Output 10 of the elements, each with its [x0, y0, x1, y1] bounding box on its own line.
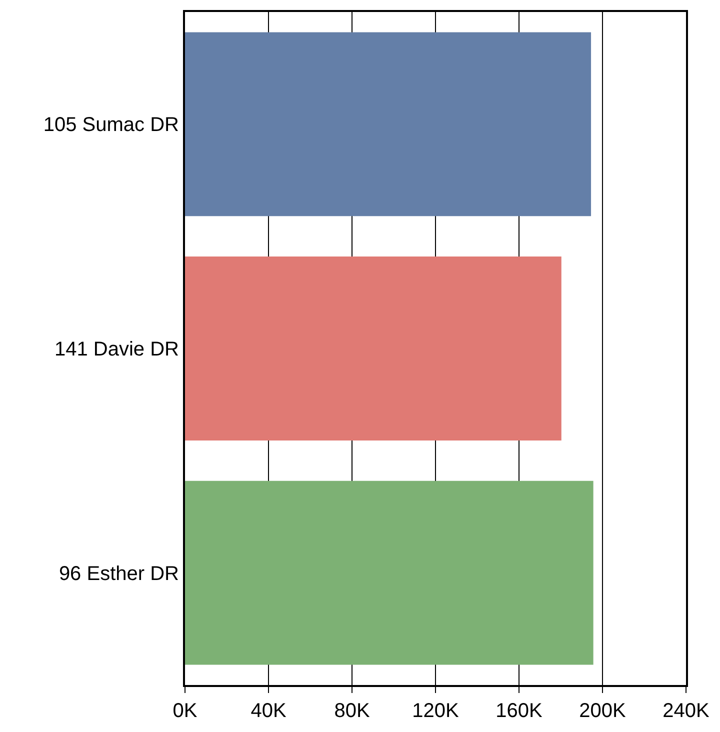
x-tick-label: 120K [412, 700, 460, 722]
x-tick-label: 40K [250, 700, 287, 722]
x-tick-label: 0K [172, 700, 198, 722]
y-tick-label: 105 Sumac DR [43, 114, 179, 136]
x-tick-label: 160K [496, 700, 544, 722]
x-tick-label: 80K [334, 700, 370, 722]
x-tick-label: 240K [662, 700, 710, 722]
y-tick-label: 96 Esther DR [58, 562, 179, 585]
x-tick-label: 200K [579, 700, 627, 722]
y-tick-label: 141 Davie DR [54, 338, 179, 360]
